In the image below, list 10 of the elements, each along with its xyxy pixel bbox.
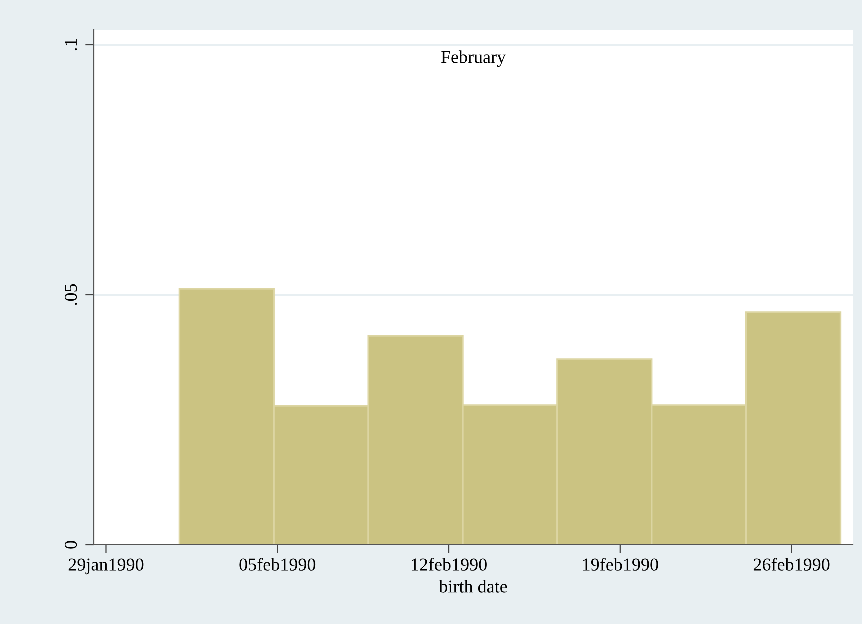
x-tick-label: 12feb1990 (412, 558, 487, 571)
x-tick-label: 29jan1990 (68, 558, 144, 575)
text: February (441, 50, 506, 68)
y-tick-label: 0 (64, 541, 78, 549)
x-tick-label: 05feb1990 (240, 558, 316, 571)
x-tick-label: 26feb1990 (754, 558, 830, 571)
x-axis-title: birth date (439, 580, 508, 593)
x-tick-label: 19feb1990 (583, 558, 658, 571)
y-tick-label: .05 (64, 284, 78, 306)
y-tick-label: .1 (65, 39, 78, 51)
